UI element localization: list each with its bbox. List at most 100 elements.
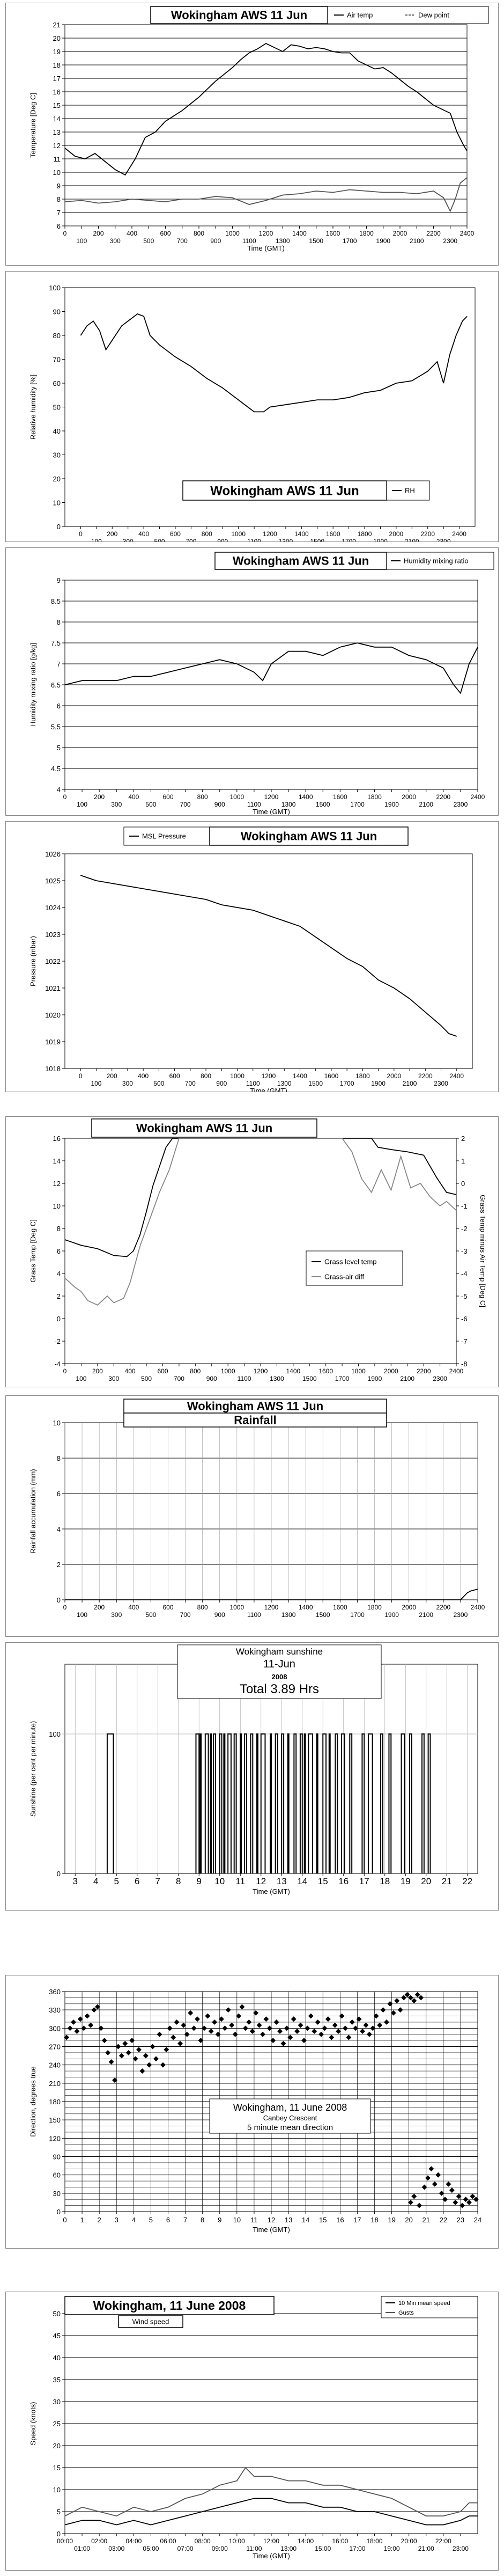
x-tick-label: 07:00: [177, 2545, 194, 2552]
sunshine-bar: [299, 1733, 303, 1874]
sunshine-bar: [250, 1733, 254, 1874]
x-tick-label: 700: [186, 538, 196, 541]
data-point: [411, 2193, 417, 2199]
x-tick-label: 2300: [454, 1611, 468, 1619]
data-point: [363, 2022, 369, 2028]
legend-label-rh: RH: [405, 487, 415, 495]
x-tick-label: 800: [197, 793, 208, 801]
x-tick-label: 600: [170, 530, 181, 538]
x-tick-label: 600: [162, 793, 173, 801]
x-tick-label: 15: [319, 2216, 327, 2224]
y-tick-label: 240: [49, 2061, 61, 2069]
x-tick-label: 900: [214, 801, 225, 808]
series-line-0: [80, 875, 457, 1037]
x-tick-label: 100: [76, 237, 87, 245]
sunshine-bar: [349, 1733, 353, 1874]
x-tick-label: 2100: [410, 237, 424, 245]
series-line-1: [64, 2467, 478, 2517]
chart-grass-temp: -4-20246810121416-8-7-6-5-4-3-2-1012Gras…: [29, 1118, 487, 1382]
x-tick-label: 16: [336, 2216, 344, 2224]
plot-area: [64, 853, 473, 1069]
x-tick-label: 1400: [286, 1367, 300, 1375]
x-tick-label: 1500: [316, 1611, 330, 1619]
x-tick-label: 0: [63, 793, 67, 801]
x-tick-label: 02:00: [91, 2537, 107, 2545]
sunshine-bar: [199, 1733, 202, 1874]
y-right-tick-label: -2: [461, 1225, 468, 1233]
chart-subtitle-box: [123, 1413, 387, 1428]
x-tick-label: 700: [177, 237, 188, 245]
x-tick-label: 19:00: [384, 2545, 400, 2552]
y-right-tick-label: -6: [461, 1315, 468, 1323]
chart-title: Wokingham AWS 11 Jun: [210, 484, 359, 498]
data-point: [219, 2016, 224, 2022]
x-tick-label: 5: [149, 2216, 153, 2224]
x-tick-label: 11: [235, 1876, 245, 1886]
x-tick-label: 2000: [387, 1072, 401, 1080]
y-tick-label: 18: [53, 61, 61, 69]
y-tick-label: -4: [54, 1360, 61, 1368]
y-tick-label: 360: [49, 1988, 61, 1996]
chart-title: Wokingham AWS 11 Jun: [187, 1400, 323, 1413]
x-tick-label: 1600: [326, 530, 340, 538]
x-tick-label: 900: [210, 237, 221, 245]
x-tick-label: 500: [141, 1375, 152, 1382]
x-tick-label: 2100: [400, 1375, 414, 1382]
x-tick-label: 08:00: [195, 2537, 211, 2545]
x-tick-label: 1800: [351, 1367, 366, 1375]
sunshine-bar: [303, 1733, 306, 1874]
sunshine-bar: [401, 1733, 405, 1874]
x-tick-label: 1900: [384, 801, 399, 808]
x-tick-label: 2200: [420, 530, 435, 538]
x-tick-label: 1300: [281, 1611, 296, 1619]
y-right-tick-label: 1: [461, 1157, 465, 1165]
x-tick-label: 2300: [434, 1080, 448, 1087]
y-tick-label: 10: [53, 2486, 61, 2494]
y-right-tick-label: -7: [461, 1337, 468, 1345]
x-tick-label: 1000: [221, 1367, 235, 1375]
y-tick-label: 9: [57, 182, 61, 190]
y-tick-label: 0: [57, 1596, 61, 1604]
y-tick-label: 30: [53, 451, 61, 459]
y-tick-label: 330: [49, 2006, 61, 2014]
x-tick-label: 1400: [299, 1604, 313, 1611]
x-tick-label: 800: [197, 1604, 208, 1611]
chart-subtitle: Rainfall: [234, 1414, 276, 1427]
sunshine-bar: [380, 1733, 383, 1874]
y-tick-label: 16: [53, 88, 61, 96]
chart-label: Wind speed: [132, 2318, 169, 2326]
x-tick-label: 1500: [316, 801, 330, 808]
x-tick-label: 800: [190, 1367, 201, 1375]
y-tick-label: 11: [54, 155, 61, 163]
x-tick-label: 400: [128, 793, 139, 801]
y-tick-label: 8.5: [51, 597, 61, 605]
x-tick-label: 200: [107, 530, 117, 538]
x-tick-label: 1: [80, 2216, 84, 2224]
legend-label-mean: 10 Min mean speed: [398, 2300, 450, 2307]
x-tick-label: 03:00: [108, 2545, 124, 2552]
x-tick-label: 1800: [358, 530, 372, 538]
y-tick-label: 150: [49, 2116, 61, 2124]
y-right-axis-label: Grass Temp minus Air Temp [Deg C]: [479, 1195, 487, 1307]
x-tick-label: 4: [132, 2216, 136, 2224]
sunshine-bar: [213, 1733, 217, 1874]
x-tick-label: 1100: [246, 1080, 260, 1087]
x-tick-label: 800: [194, 230, 204, 237]
chart-title: Wokingham AWS 11 Jun: [241, 830, 377, 843]
x-tick-label: 400: [138, 530, 149, 538]
data-point: [446, 2181, 451, 2187]
sunshine-bar: [316, 1733, 318, 1874]
x-tick-label: 2200: [436, 1604, 450, 1611]
sunshine-bar: [223, 1733, 226, 1874]
x-tick-label: 1000: [225, 230, 240, 237]
y-tick-label: 14: [53, 115, 61, 123]
x-tick-label: 9: [218, 2216, 221, 2224]
x-tick-label: 1900: [371, 1080, 386, 1087]
y-tick-label: 10: [53, 169, 61, 177]
series-line-0: [65, 1589, 478, 1600]
data-point: [456, 2193, 462, 2199]
y-tick-label: 20: [53, 34, 61, 42]
x-tick-label: 2400: [452, 530, 466, 538]
